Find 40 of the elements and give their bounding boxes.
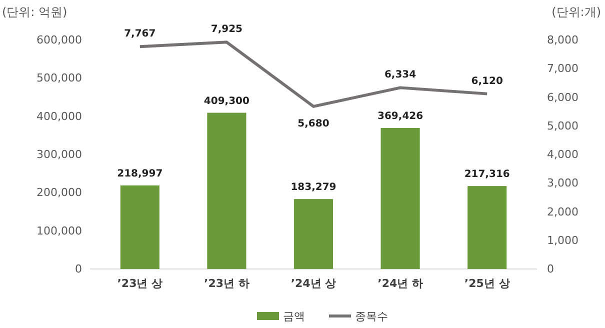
- y-tick-label: 200,000: [36, 186, 82, 200]
- bar: [207, 112, 246, 269]
- y-tick-label: 400,000: [36, 110, 82, 123]
- data-label: 183,279: [290, 182, 336, 194]
- data-label: 5,680: [298, 118, 330, 130]
- y-tick-label: 300,000: [36, 148, 82, 162]
- bar: [120, 185, 160, 269]
- x-tick-label: ’24년 상: [290, 276, 336, 290]
- y-tick-label: 600,000: [36, 34, 82, 47]
- y2-tick-label: 0: [547, 262, 554, 276]
- y2-tick-label: 4,000: [547, 148, 578, 162]
- data-label: 409,300: [204, 96, 250, 107]
- bar: [294, 199, 334, 269]
- y2-tick-label: 3,000: [547, 176, 578, 190]
- bar: [468, 186, 507, 269]
- x-tick-label: ’23년 하: [204, 276, 250, 290]
- y-tick-label: 500,000: [36, 72, 82, 85]
- y2-tick-label: 7,000: [547, 62, 578, 76]
- y2-tick-label: 6,000: [547, 90, 578, 104]
- x-tick-label: ’23년 상: [117, 276, 163, 290]
- y2-axis-title: (단위:개): [552, 5, 601, 19]
- y2-tick-label: 8,000: [547, 34, 578, 47]
- bar: [380, 128, 420, 269]
- legend-label: 금액: [283, 310, 305, 323]
- data-label: 7,767: [124, 28, 156, 40]
- y-tick-label: 0: [75, 262, 82, 276]
- y-axis-title: (단위: 억원): [2, 5, 68, 19]
- data-label: 6,334: [384, 70, 416, 81]
- y2-tick-label: 2,000: [547, 205, 578, 218]
- x-tick-label: ’25년 상: [464, 276, 510, 290]
- data-label: 6,120: [471, 76, 503, 87]
- data-label: 218,997: [117, 168, 163, 180]
- y2-tick-label: 1,000: [547, 234, 578, 247]
- y2-tick-label: 5,000: [547, 119, 578, 132]
- data-label: 7,925: [210, 24, 243, 36]
- data-label: 217,316: [464, 169, 510, 180]
- x-tick-label: ’24년 하: [378, 276, 423, 290]
- legend-label: 종목수: [355, 310, 388, 323]
- y-tick-label: 100,000: [36, 224, 82, 238]
- data-label: 369,426: [378, 111, 424, 122]
